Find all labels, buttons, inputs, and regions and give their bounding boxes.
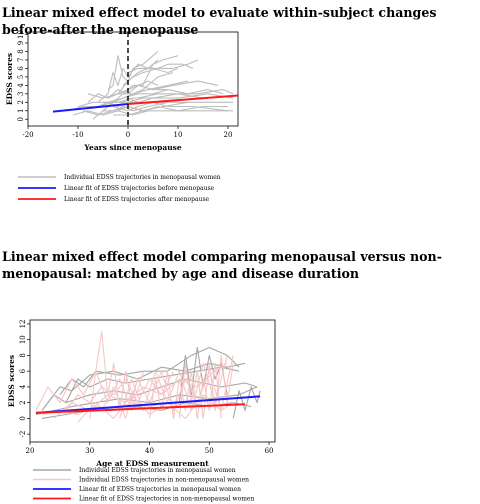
- trajectory-line: [178, 354, 234, 419]
- trajectory-line: [77, 89, 169, 108]
- y-tick-label: 7: [17, 58, 25, 62]
- x-tick-label: 0: [126, 131, 130, 139]
- legend-label: Linear fit of EDSS trajectories in menop…: [79, 486, 241, 493]
- trajectory-line: [103, 93, 234, 103]
- plot-area: [35, 331, 261, 423]
- x-tick-label: 20: [224, 131, 233, 139]
- legend-label: Linear fit of EDSS trajectories before m…: [64, 185, 215, 192]
- y-tick-label: 3: [17, 92, 25, 96]
- y-tick-label: 0: [19, 416, 27, 420]
- linear-fit-line: [35, 403, 246, 414]
- trajectory-line: [148, 362, 222, 419]
- x-tick-label: 10: [174, 131, 183, 139]
- chart-1: -20 -10 0 10 20 0 1 2 3 4 5 6 7 8 9 10 Years since menop…: [5, 30, 239, 203]
- y-tick-label: 8: [17, 49, 25, 53]
- y-tick-label: 2: [17, 100, 25, 104]
- chart-1-title: Linear mixed effect model to evaluate wi…: [2, 5, 437, 37]
- trajectory-line: [72, 110, 149, 116]
- y-tick-label: 2: [19, 400, 27, 404]
- y-tick-label: 10: [19, 335, 27, 344]
- x-tick-label: 30: [85, 447, 94, 455]
- trajectory-line: [92, 101, 169, 120]
- trajectory-line: [137, 89, 234, 99]
- y-tick-label: 9: [17, 41, 25, 45]
- x-axis-label: Age at EDSS measurement: [95, 459, 209, 468]
- y-tick-label: 8: [19, 353, 27, 357]
- y-tick-label: 0: [17, 117, 25, 121]
- trajectory-line: [89, 331, 139, 419]
- chart-2: 20 30 40 50 60 -2 0 2 4 6 8 10 12 Age at EDSS measure…: [7, 319, 276, 503]
- x-tick-label: 20: [26, 447, 35, 455]
- trajectory-line: [127, 67, 179, 74]
- x-tick-label: -10: [72, 131, 83, 139]
- linear-fit-line: [35, 395, 261, 414]
- y-tick-label: 6: [19, 368, 27, 373]
- y-tick-label: 1: [17, 109, 25, 113]
- trajectory-line: [232, 386, 261, 419]
- legend-label: Individual EDSS trajectories in menopaus…: [79, 467, 236, 474]
- y-tick-label: 12: [19, 319, 27, 328]
- x-tick-label: 40: [145, 447, 154, 455]
- linear-fit-line: [127, 94, 238, 105]
- trajectory-line: [97, 93, 204, 108]
- trajectory-line: [119, 355, 228, 419]
- plot-area: [52, 51, 238, 120]
- chart-2-title: Linear mixed effect model comparing meno…: [2, 249, 442, 281]
- x-tick-label: -20: [22, 131, 33, 139]
- trajectory-line: [122, 59, 199, 86]
- x-tick-label: 50: [205, 447, 214, 455]
- trajectory-line: [97, 59, 159, 103]
- plot-frame: [27, 31, 239, 127]
- legend-label: Linear fit of EDSS trajectories after me…: [64, 196, 210, 203]
- y-tick-label: 5: [17, 75, 25, 79]
- legend-label: Individual EDSS trajectories in menopaus…: [64, 174, 221, 181]
- trajectory-line: [67, 97, 144, 112]
- plot-frame: [29, 319, 276, 443]
- y-tick-label: -2: [19, 431, 27, 438]
- legend-label: Linear fit of EDSS trajectories in non-m…: [79, 496, 254, 503]
- x-axis-label: Years since menopause: [83, 143, 182, 152]
- trajectory-line: [107, 80, 219, 99]
- y-tick-label: 6: [17, 66, 25, 71]
- trajectory-line: [65, 378, 258, 404]
- linear-fit-line: [52, 102, 129, 113]
- y-tick-label: 4: [19, 384, 27, 389]
- y-tick-label: 4: [17, 83, 25, 88]
- trajectory-line: [87, 80, 189, 99]
- y-tick-label: 10: [17, 30, 25, 39]
- trajectory-line: [35, 370, 145, 412]
- legend-label: Individual EDSS trajectories in non-meno…: [79, 477, 249, 484]
- x-tick-label: 60: [265, 447, 274, 455]
- y-axis-label: EDSS scores: [7, 355, 16, 407]
- y-axis-label: EDSS scores: [5, 53, 14, 105]
